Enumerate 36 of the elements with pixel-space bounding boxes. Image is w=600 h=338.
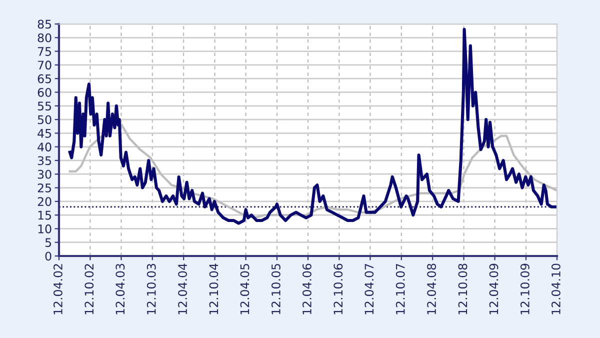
x-tick-label: 12.04.06 <box>302 264 312 314</box>
y-tick-label: 25 <box>38 183 52 192</box>
x-tick-label: 12.10.08 <box>458 264 468 314</box>
x-tick-label: 12.04.10 <box>551 264 560 314</box>
x-tick-label: 12.04.03 <box>116 264 125 314</box>
y-tick-label: 60 <box>38 88 52 97</box>
y-tick-label: 10 <box>38 224 52 234</box>
x-tick-label: 12.10.04 <box>209 264 218 314</box>
y-tick-label: 80 <box>38 33 52 42</box>
y-tick-label: 40 <box>38 142 52 152</box>
x-tick-label: 12.10.07 <box>396 264 405 314</box>
x-tick-label: 12.10.05 <box>271 264 280 314</box>
x-tick-label: 12.04.02 <box>53 264 62 314</box>
x-tick-label: 12.04.08 <box>427 264 436 314</box>
x-tick-label: 12.10.02 <box>84 264 94 314</box>
y-tick-label: 45 <box>38 129 52 138</box>
y-tick-label: 70 <box>38 60 52 70</box>
y-tick-label: 55 <box>38 102 52 111</box>
y-tick-label: 30 <box>38 170 52 179</box>
y-tick-label: 5 <box>45 238 52 248</box>
y-tick-label: 85 <box>38 20 52 29</box>
x-tick-label: 12.10.03 <box>146 264 156 314</box>
x-tick-label: 12.10.06 <box>334 264 343 314</box>
x-tick-label: 12.04.04 <box>178 264 188 314</box>
y-tick-label: 20 <box>38 197 52 206</box>
y-tick-label: 65 <box>38 74 52 84</box>
y-tick-label: 15 <box>38 210 52 220</box>
y-tick-label: 75 <box>38 47 52 56</box>
line-series <box>68 28 557 225</box>
x-tick-label: 12.04.07 <box>364 264 374 314</box>
y-tick-label: 0 <box>45 252 52 261</box>
x-tick-label: 12.04.05 <box>240 264 250 314</box>
y-tick-label: 50 <box>38 115 52 124</box>
x-tick-label: 12.04.09 <box>489 264 498 314</box>
x-tick-label: 12.10.09 <box>520 264 530 314</box>
y-tick-label: 35 <box>38 156 52 166</box>
